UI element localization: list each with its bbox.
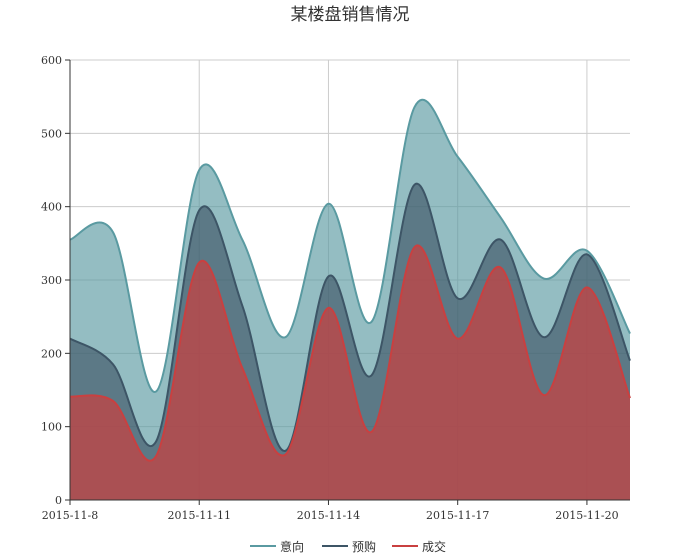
legend-item-3[interactable]: 成交 [392,539,446,554]
x-tick-label: 2015-11-11 [168,509,231,522]
y-tick-label: 200 [41,347,62,360]
y-tick-label: 600 [41,54,62,67]
y-tick-label: 100 [41,421,62,434]
legend[interactable]: 意向 预购 成交 [250,539,446,554]
y-tick-label: 300 [41,274,62,287]
chart-title: 某楼盘销售情况 [291,5,410,25]
series-line-3 [69,244,631,462]
legend-label: 成交 [422,539,446,554]
series-line-1 [69,98,631,393]
legend-label: 预购 [352,539,376,554]
x-tick-label: 2015-11-17 [426,509,489,522]
x-axis-ticks: 2015-11-8 2015-11-11 2015-11-14 2015-11-17 2… [42,500,619,522]
y-tick-label: 400 [41,201,62,214]
x-tick-label: 2015-11-8 [42,509,98,522]
y-tick-label: 0 [55,494,62,507]
legend-item-2[interactable]: 预购 [322,539,376,554]
x-tick-label: 2015-11-14 [297,509,360,522]
y-axis-ticks: 0 100 200 300 400 500 600 [41,54,70,507]
series-areas [69,98,631,500]
legend-label: 意向 [280,539,304,554]
y-tick-label: 500 [41,127,62,140]
legend-item-1[interactable]: 意向 [250,539,304,554]
x-tick-label: 2015-11-20 [555,509,618,522]
series-line-2 [69,182,631,452]
